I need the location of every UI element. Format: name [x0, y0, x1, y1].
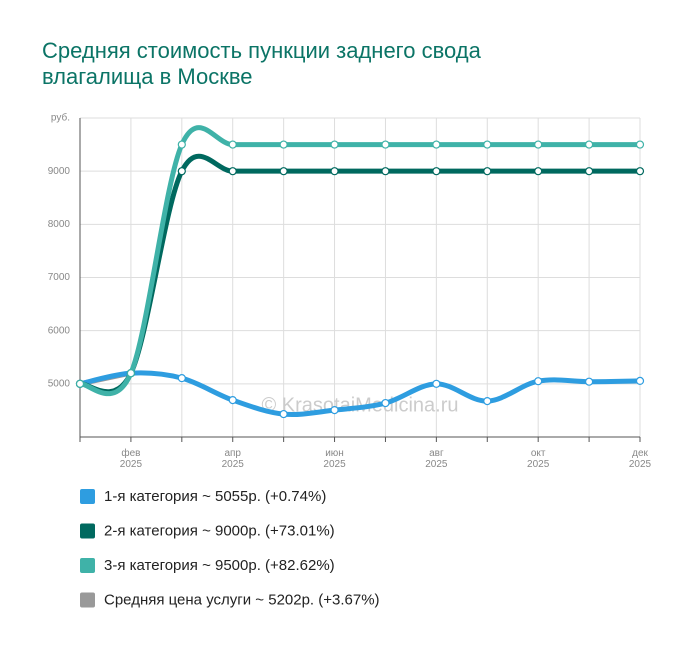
- x-tick-label: апр 2025: [221, 448, 244, 470]
- x-tick-label: дек 2025: [628, 448, 652, 470]
- data-point: [279, 167, 288, 176]
- y-tick-label: 5000: [48, 378, 71, 389]
- data-point: [330, 405, 339, 415]
- data-point: [584, 167, 594, 176]
- data-point: [432, 140, 441, 149]
- data-point: [279, 140, 288, 149]
- data-point: [381, 398, 390, 408]
- series-line: [77, 153, 643, 395]
- data-point: [177, 140, 186, 149]
- legend-label: 2-я категория ~ 9000р. (+73.01%): [104, 522, 335, 539]
- data-point: [534, 167, 543, 176]
- data-point: [381, 140, 390, 149]
- series-line: [77, 125, 643, 397]
- data-point: [483, 397, 492, 406]
- y-tick-label: 6000: [48, 325, 71, 336]
- data-point: [126, 369, 136, 378]
- series-line: [77, 370, 643, 417]
- x-tick-label: фев 2025: [119, 448, 143, 470]
- chart-title: Средняя стоимость пункции заднего свода …: [42, 38, 481, 89]
- legend-swatch: [80, 558, 95, 573]
- data-point: [635, 167, 645, 176]
- data-point: [177, 374, 186, 383]
- data-point: [534, 377, 543, 386]
- x-tick-label: июн 2025: [323, 448, 346, 470]
- legend-swatch: [80, 592, 95, 608]
- legend-swatch: [80, 523, 95, 539]
- data-point: [228, 396, 237, 405]
- data-point: [75, 379, 85, 388]
- data-point: [483, 140, 492, 149]
- data-point: [635, 376, 645, 386]
- data-point: [584, 140, 594, 149]
- data-point: [228, 167, 237, 176]
- data-point: [330, 167, 339, 176]
- data-point: [635, 140, 645, 149]
- x-tick-label: авг 2025: [425, 448, 448, 470]
- data-point: [381, 167, 390, 176]
- y-tick-label: руб.: [51, 112, 70, 124]
- data-point: [584, 377, 594, 386]
- legend-label: 1-я категория ~ 5055р. (+0.74%): [104, 488, 326, 505]
- data-point: [432, 167, 441, 176]
- legend-swatch: [80, 489, 95, 504]
- legend-label: Средняя цена услуги ~ 5202р. (+3.67%): [104, 591, 380, 608]
- data-point: [279, 409, 288, 419]
- y-tick-label: 8000: [48, 219, 71, 230]
- data-point: [483, 167, 492, 176]
- y-tick-label: 9000: [48, 166, 71, 177]
- legend-label: 3-я категория ~ 9500р. (+82.62%): [104, 557, 335, 574]
- data-point: [432, 379, 441, 388]
- y-tick-label: 7000: [48, 272, 71, 283]
- data-point: [330, 140, 339, 149]
- data-point: [534, 140, 543, 149]
- data-point: [228, 140, 237, 149]
- x-tick-label: окт 2025: [527, 448, 550, 470]
- data-point: [177, 167, 186, 176]
